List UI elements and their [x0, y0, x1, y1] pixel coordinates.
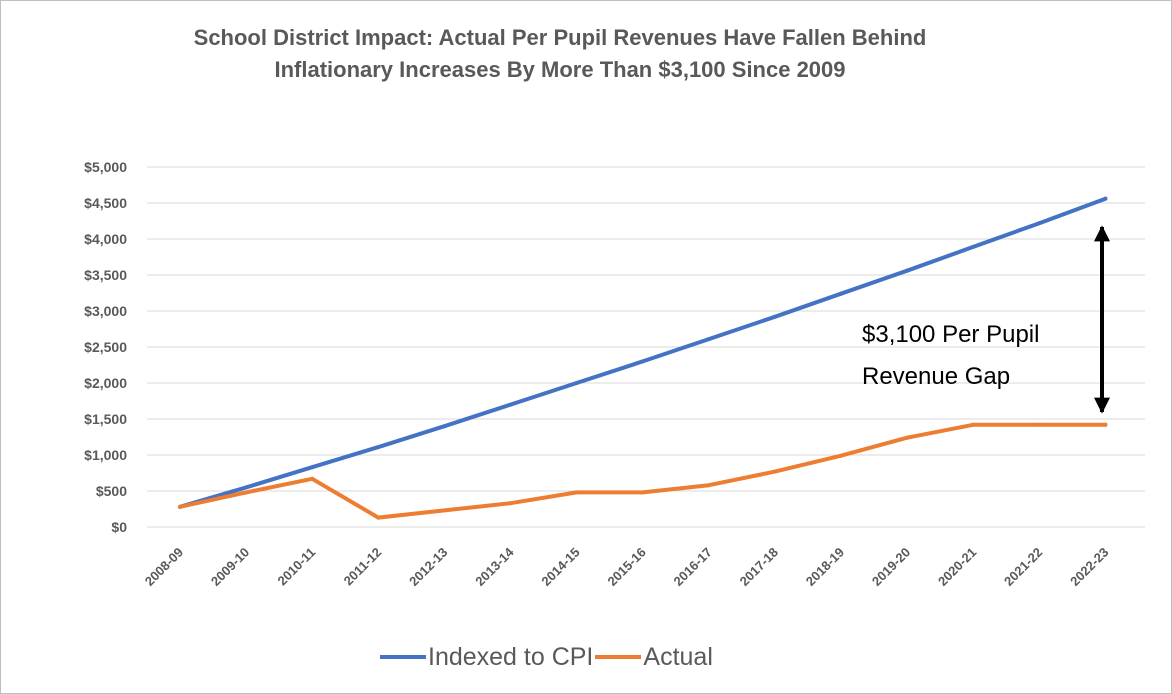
y-tick-label: $3,500	[84, 267, 127, 283]
y-tick-label: $5,000	[84, 159, 127, 175]
data-point-actual	[574, 490, 579, 495]
legend-item-actual: Actual	[595, 642, 713, 672]
data-point-actual	[376, 515, 381, 520]
annotation-line-2: Revenue Gap	[862, 363, 1010, 390]
data-point-actual	[1037, 422, 1042, 427]
data-point-cpi	[971, 244, 976, 249]
data-point-actual	[244, 490, 249, 495]
y-tick-label: $2,500	[84, 339, 127, 355]
legend-item-cpi: Indexed to CPI	[380, 643, 593, 672]
data-point-actual	[839, 453, 843, 458]
annotation-line-1: $3,100 Per Pupil	[862, 321, 1039, 348]
chart-title-line-2: Inflationary Increases By More Than $3,1…	[274, 57, 846, 82]
chart-title-line-1: School District Impact: Actual Per Pupil…	[193, 25, 927, 50]
series-line-cpi	[178, 196, 1108, 509]
data-point-actual	[310, 476, 315, 481]
y-tick-label: $500	[96, 483, 127, 499]
data-point-actual	[1103, 422, 1108, 427]
x-tick-label: 2018-19	[803, 545, 847, 589]
x-tick-label: 2015-16	[604, 545, 648, 589]
data-point-cpi	[574, 381, 579, 385]
y-tick-label: $0	[111, 519, 127, 535]
legend-label-actual: Actual	[643, 642, 713, 671]
x-tick-label: 2019-20	[869, 545, 913, 589]
y-tick-label: $4,000	[84, 231, 127, 247]
y-tick-label: $1,500	[84, 411, 127, 427]
data-point-actual	[640, 490, 645, 495]
series-line-actual	[178, 422, 1108, 520]
data-point-actual	[178, 504, 182, 509]
data-point-actual	[442, 508, 447, 513]
x-tick-label: 2017-18	[737, 545, 781, 589]
data-point-actual	[508, 501, 513, 506]
data-point-actual	[772, 469, 777, 474]
x-tick-label: 2011-12	[341, 545, 385, 589]
data-point-cpi	[772, 314, 777, 319]
x-tick-label: 2022-23	[1067, 545, 1111, 589]
y-tick-label: $2,000	[84, 375, 127, 391]
legend-label-cpi: Indexed to CPI	[428, 642, 594, 671]
data-point-cpi	[839, 291, 843, 296]
data-point-cpi	[244, 485, 249, 490]
x-tick-label: 2008-09	[142, 545, 186, 589]
x-tick-label: 2014-15	[538, 545, 582, 589]
chart-title: School District Impact: Actual Per Pupil…	[0, 22, 1120, 86]
x-tick-label: 2010-11	[274, 545, 318, 589]
x-tick-label: 2013-14	[472, 544, 517, 589]
y-axis-tick-labels: $0 $500 $1,000 $1,500 $2,000 $2,500 $3,000 $3,5…	[84, 159, 127, 535]
legend: Indexed to CPI Actual	[380, 640, 715, 674]
y-tick-label: $3,000	[84, 303, 127, 319]
y-tick-label: $4,500	[84, 195, 127, 211]
data-point-actual	[706, 483, 711, 488]
legend-swatch-cpi	[380, 655, 426, 659]
data-point-cpi	[1037, 221, 1042, 226]
data-point-cpi	[376, 445, 381, 450]
data-point-cpi	[640, 359, 645, 364]
x-tick-label: 2012-13	[406, 545, 450, 589]
data-point-cpi	[442, 424, 447, 429]
data-point-cpi	[905, 268, 910, 273]
data-point-actual	[971, 422, 976, 427]
y-tick-label: $1,000	[84, 447, 127, 463]
x-tick-label: 2009-10	[208, 545, 252, 589]
data-point-cpi	[706, 337, 711, 342]
x-axis-tick-labels: 2008-09 2009-10 2010-11 2011-12 2012-13 2013-…	[142, 544, 1112, 589]
x-tick-label: 2016-17	[671, 545, 715, 589]
data-point-cpi	[508, 402, 513, 407]
gridlines	[147, 166, 1145, 528]
x-tick-label: 2020-21	[935, 545, 979, 589]
x-tick-label: 2021-22	[1001, 545, 1045, 589]
data-point-cpi	[310, 465, 315, 470]
data-point-cpi	[1103, 196, 1108, 201]
data-point-actual	[905, 435, 910, 440]
series-lines	[178, 196, 1108, 520]
legend-swatch-actual	[595, 655, 642, 659]
